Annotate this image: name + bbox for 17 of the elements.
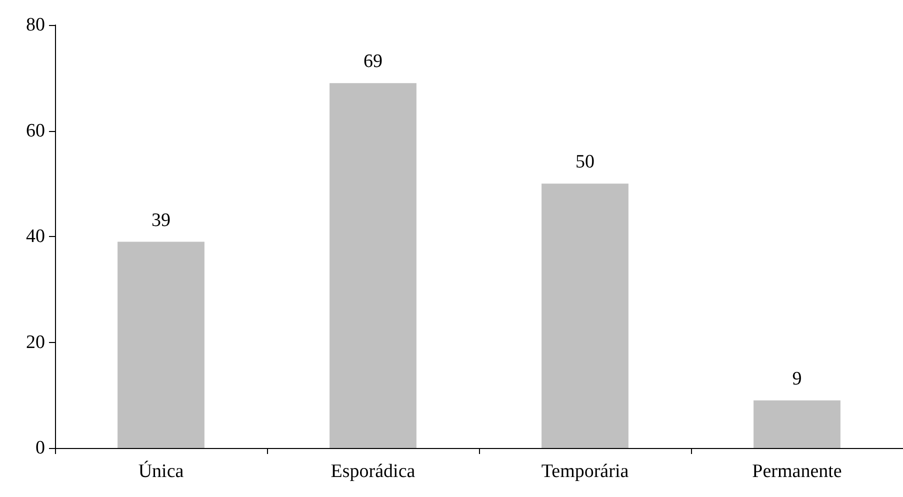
y-tick-label: 40 <box>26 226 45 247</box>
y-tick-label: 60 <box>26 120 45 142</box>
data-label: 39 <box>152 210 170 231</box>
x-tick-label: Única <box>138 460 184 482</box>
data-label: 69 <box>364 51 382 72</box>
x-tick-label: Permanente <box>752 461 842 482</box>
x-tick-label: Esporádica <box>330 461 416 482</box>
data-label: 50 <box>576 152 594 173</box>
x-tick-label: Temporária <box>541 461 630 482</box>
bar <box>754 400 840 448</box>
bar <box>542 184 628 448</box>
y-tick-label: 80 <box>26 14 45 36</box>
y-tick-label: 0 <box>36 438 45 458</box>
y-tick-label: 20 <box>26 332 45 353</box>
bar <box>330 83 416 448</box>
bar <box>118 242 204 448</box>
data-label: 9 <box>792 368 802 390</box>
